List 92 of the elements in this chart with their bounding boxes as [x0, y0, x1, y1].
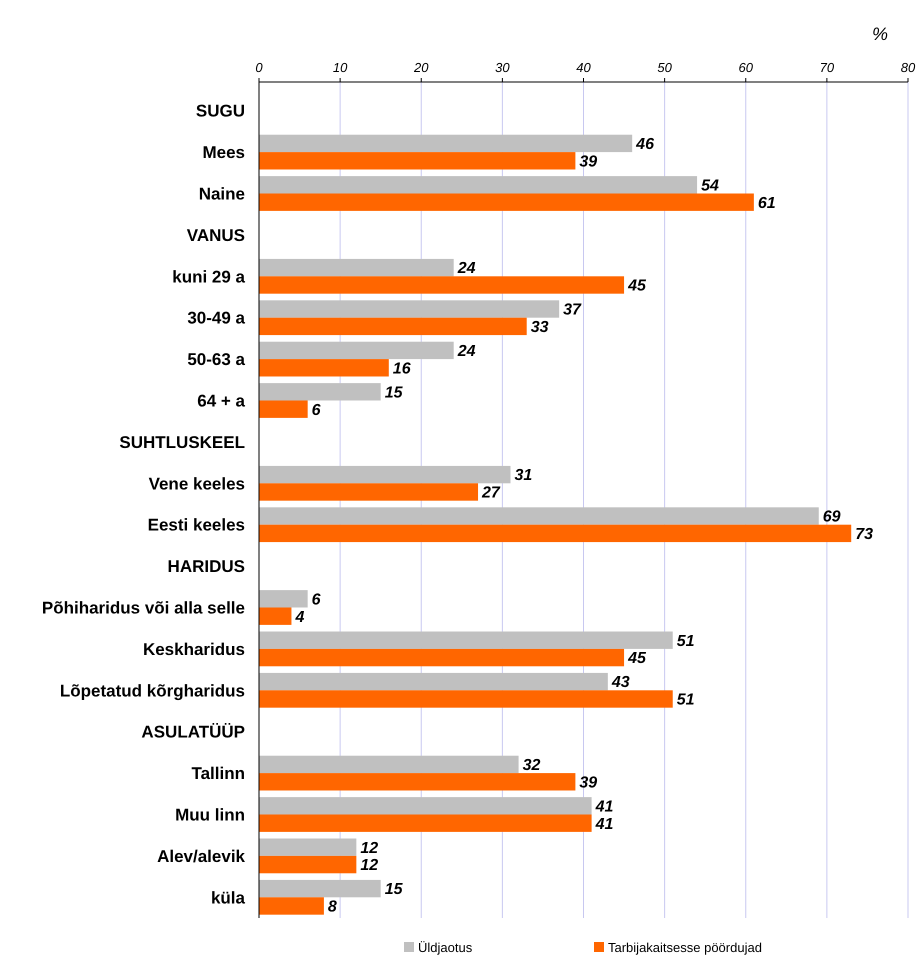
- data-label: 8: [328, 898, 337, 916]
- data-label: 6: [312, 591, 321, 608]
- data-label: 16: [392, 360, 411, 378]
- y-tick-label: Keskharidus: [142, 640, 245, 659]
- data-label: 45: [627, 278, 647, 295]
- data-label: 41: [594, 798, 614, 816]
- data-label: 46: [635, 136, 654, 154]
- data-label: 37: [563, 302, 582, 319]
- data-label: 4: [294, 608, 304, 626]
- data-label: 41: [594, 816, 614, 833]
- bar: [259, 590, 308, 608]
- y-tick-label: Alev/alevik: [157, 846, 246, 866]
- bar: [259, 672, 608, 690]
- bar: [259, 383, 381, 400]
- data-label: 12: [360, 840, 378, 857]
- bar: [259, 276, 624, 294]
- x-tick-label: 80: [900, 60, 916, 75]
- y-tick-label: Mees: [202, 143, 245, 162]
- y-tick-label: 30-49 a: [187, 308, 246, 328]
- legend-label: Tarbijakaitsesse pöördujad: [608, 940, 762, 955]
- x-axis-title: %: [872, 24, 888, 44]
- x-tick-label: 30: [495, 60, 510, 75]
- y-tick-label: kuni 29 a: [172, 267, 246, 286]
- data-label: 12: [360, 857, 378, 874]
- data-label: 39: [579, 153, 598, 170]
- bar: [259, 608, 292, 625]
- data-label: 39: [579, 774, 598, 792]
- y-tick-label: Tallinn: [191, 764, 245, 784]
- y-tick-label: Naine: [198, 184, 245, 204]
- y-tick-label: SUGU: [196, 102, 245, 121]
- data-label: 24: [456, 343, 476, 360]
- y-tick-label: 50-63 a: [187, 350, 246, 370]
- bar: [259, 880, 381, 898]
- bar: [259, 838, 356, 856]
- x-tick-label: 60: [738, 60, 754, 75]
- data-label: 15: [384, 384, 404, 402]
- bar: [259, 814, 592, 832]
- bar: [259, 483, 478, 501]
- y-tick-label: Põhiharidus või alla selle: [42, 598, 245, 618]
- bar: [259, 648, 624, 666]
- data-label: 45: [627, 650, 647, 668]
- bar: [259, 176, 698, 194]
- y-tick-label: ASULATÜÜP: [141, 722, 245, 742]
- data-label: 69: [822, 508, 841, 526]
- data-label: 32: [522, 757, 540, 774]
- y-tick-label: SUHTLUSKEEL: [119, 432, 245, 452]
- bar: [259, 856, 356, 874]
- x-tick-label: 0: [255, 60, 264, 75]
- bar: [259, 466, 510, 484]
- data-label: 43: [610, 674, 630, 692]
- y-tick-label: 64 + a: [197, 391, 246, 410]
- data-label: 24: [456, 260, 476, 278]
- x-tick-label: 20: [413, 60, 430, 75]
- data-label: 73: [855, 526, 874, 543]
- y-tick-label: Vene keeles: [148, 474, 245, 494]
- x-tick-label: 10: [332, 60, 348, 75]
- legend-label: Üldjaotus: [418, 940, 473, 955]
- bar: [259, 134, 632, 152]
- y-tick-label: Eesti keeles: [148, 516, 245, 535]
- x-tick-label: 70: [820, 60, 835, 75]
- data-label: 51: [676, 632, 695, 650]
- data-label: 31: [514, 467, 532, 484]
- data-label: 51: [676, 692, 695, 709]
- bar: [259, 300, 560, 318]
- bar: [259, 524, 852, 542]
- bar: [259, 318, 527, 336]
- bar: [259, 258, 454, 276]
- bar: [259, 400, 308, 418]
- data-label: 6: [312, 402, 321, 419]
- bar: [259, 797, 592, 814]
- bar: [259, 773, 576, 790]
- data-label: 54: [701, 177, 719, 194]
- x-tick-label: 50: [657, 60, 673, 75]
- y-tick-label: küla: [210, 888, 246, 908]
- y-tick-label: HARIDUS: [168, 557, 245, 576]
- data-label: 61: [758, 194, 776, 212]
- bar: [259, 194, 754, 211]
- data-label: 27: [481, 484, 501, 502]
- y-tick-label: Muu linn: [175, 805, 245, 824]
- bar: [259, 632, 673, 649]
- bar: [259, 756, 519, 774]
- y-tick-label: VANUS: [186, 226, 245, 245]
- data-label: 33: [530, 318, 549, 336]
- data-label: 15: [384, 881, 404, 898]
- bar: [259, 342, 454, 360]
- bar: [259, 690, 673, 708]
- y-tick-label: Lõpetatud kõrgharidus: [60, 681, 245, 700]
- bar: [259, 152, 576, 170]
- bar: [259, 359, 389, 376]
- bar: [259, 897, 324, 915]
- x-tick-label: 40: [576, 60, 592, 75]
- bar: [259, 507, 819, 525]
